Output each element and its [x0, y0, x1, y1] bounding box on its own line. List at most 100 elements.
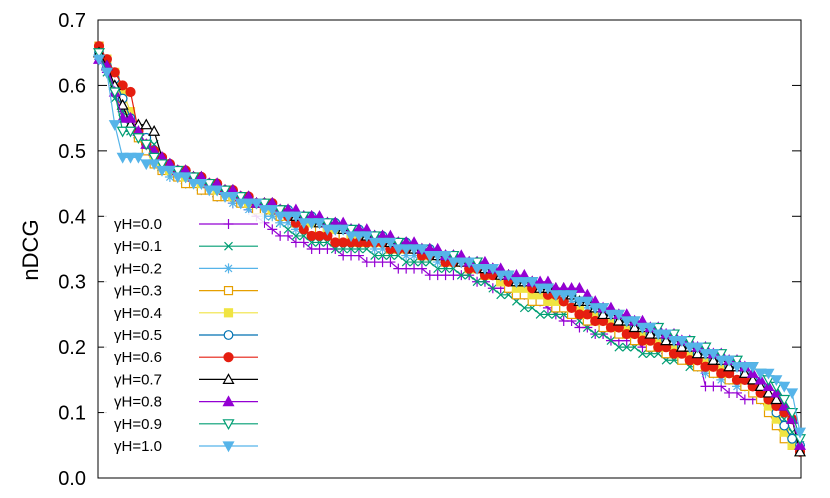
data-point	[289, 211, 302, 223]
data-point	[431, 250, 444, 262]
data-point	[368, 237, 381, 249]
data-point	[519, 303, 529, 313]
data-point	[385, 257, 396, 268]
legend-item: γH=0.6	[114, 349, 258, 366]
data-point	[258, 198, 271, 210]
data-point	[622, 342, 632, 352]
y-axis: 0.0 0.1 0.2 0.3 0.4 0.5 0.6 0.7	[58, 10, 801, 490]
data-point	[179, 172, 192, 184]
data-point	[638, 349, 647, 359]
data-point	[100, 67, 113, 79]
data-point	[164, 172, 175, 183]
data-point	[778, 381, 791, 393]
data-point	[770, 393, 783, 405]
data-point	[439, 250, 452, 262]
data-point	[707, 349, 720, 360]
legend-label: γH=0.2	[114, 260, 162, 277]
data-point	[283, 230, 294, 241]
data-point	[392, 237, 405, 249]
data-point	[369, 244, 380, 254]
data-point	[345, 231, 358, 243]
data-point	[535, 310, 545, 319]
y-tick-label: 0.6	[58, 75, 86, 97]
data-point	[353, 250, 364, 261]
series-10	[92, 54, 807, 439]
data-point	[148, 152, 161, 164]
data-point	[786, 407, 799, 419]
legend-item: γH=0.1	[114, 238, 258, 255]
data-point	[155, 165, 169, 177]
data-point	[148, 159, 161, 171]
data-point	[762, 386, 775, 398]
data-point	[124, 152, 137, 164]
data-point	[543, 310, 553, 319]
data-point	[116, 98, 129, 110]
data-point	[667, 329, 680, 341]
data-point	[510, 277, 523, 288]
data-point	[132, 133, 145, 145]
data-point	[140, 139, 153, 151]
data-point	[573, 296, 586, 308]
data-point	[754, 368, 767, 380]
data-point	[140, 159, 153, 171]
data-point	[125, 86, 136, 98]
data-point	[683, 342, 696, 354]
data-point	[283, 217, 294, 228]
data-point	[108, 87, 121, 99]
data-point	[329, 224, 342, 236]
data-point	[652, 322, 665, 334]
data-point	[486, 264, 499, 275]
data-point	[456, 270, 466, 280]
y-tick-label: 0.4	[58, 206, 86, 228]
data-point	[746, 373, 759, 385]
data-point	[222, 373, 235, 384]
data-point	[148, 124, 161, 136]
y-tick-label: 0.1	[58, 403, 86, 425]
data-point	[628, 316, 641, 328]
data-point	[754, 380, 767, 391]
data-point	[124, 126, 137, 138]
legend-item: γH=0.5	[114, 327, 258, 344]
legend-item: γH=0.0	[114, 216, 258, 233]
data-point	[778, 394, 791, 406]
data-point	[447, 250, 460, 262]
data-point	[242, 198, 255, 210]
data-point	[415, 244, 428, 256]
legend-item: γH=0.3	[114, 283, 258, 300]
data-point	[377, 244, 388, 254]
data-point	[282, 211, 295, 223]
data-point	[541, 283, 554, 295]
data-point	[400, 244, 413, 256]
data-point	[471, 257, 484, 269]
data-point	[250, 198, 263, 210]
data-point	[223, 263, 234, 274]
data-point	[793, 445, 807, 457]
data-point	[700, 368, 711, 379]
data-point	[416, 263, 427, 274]
plot-frame	[97, 19, 802, 479]
legend-label: γH=0.4	[114, 305, 162, 322]
data-point	[518, 277, 531, 288]
legend-label: γH=0.1	[114, 238, 162, 255]
data-point	[368, 231, 381, 243]
data-point	[494, 270, 507, 282]
data-point	[321, 218, 334, 230]
legend-label: γH=0.7	[114, 371, 162, 388]
legend-label: γH=0.0	[114, 216, 162, 233]
data-point	[267, 211, 278, 222]
data-point	[219, 185, 232, 197]
data-point	[699, 349, 712, 360]
legend-label: γH=0.6	[114, 349, 162, 366]
data-point	[590, 329, 600, 339]
data-point	[203, 178, 216, 190]
data-point	[447, 257, 460, 269]
data-point	[384, 237, 397, 249]
data-point	[472, 277, 482, 287]
data-point	[116, 126, 129, 138]
data-point	[92, 48, 106, 59]
data-point	[92, 54, 106, 66]
data-point	[171, 172, 184, 184]
data-point	[565, 290, 578, 302]
data-point	[683, 336, 696, 347]
data-point	[675, 336, 688, 347]
